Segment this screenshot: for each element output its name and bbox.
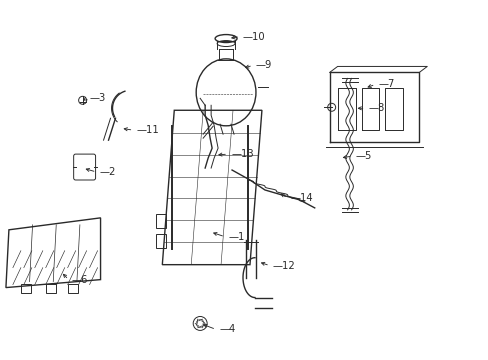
Text: —11: —11 bbox=[136, 125, 159, 135]
Text: —10: —10 bbox=[243, 32, 265, 41]
Text: —6: —6 bbox=[72, 275, 88, 285]
Text: —1: —1 bbox=[227, 232, 244, 242]
Text: —7: —7 bbox=[378, 79, 394, 89]
Text: —8: —8 bbox=[368, 103, 384, 113]
Text: —14: —14 bbox=[290, 193, 313, 203]
Text: —5: —5 bbox=[355, 151, 371, 161]
Text: —4: —4 bbox=[219, 324, 235, 334]
Text: —12: —12 bbox=[272, 261, 295, 271]
Text: —3: —3 bbox=[89, 93, 105, 103]
Text: —2: —2 bbox=[100, 167, 116, 177]
Text: —9: —9 bbox=[255, 60, 272, 71]
Text: —13: —13 bbox=[230, 149, 253, 159]
